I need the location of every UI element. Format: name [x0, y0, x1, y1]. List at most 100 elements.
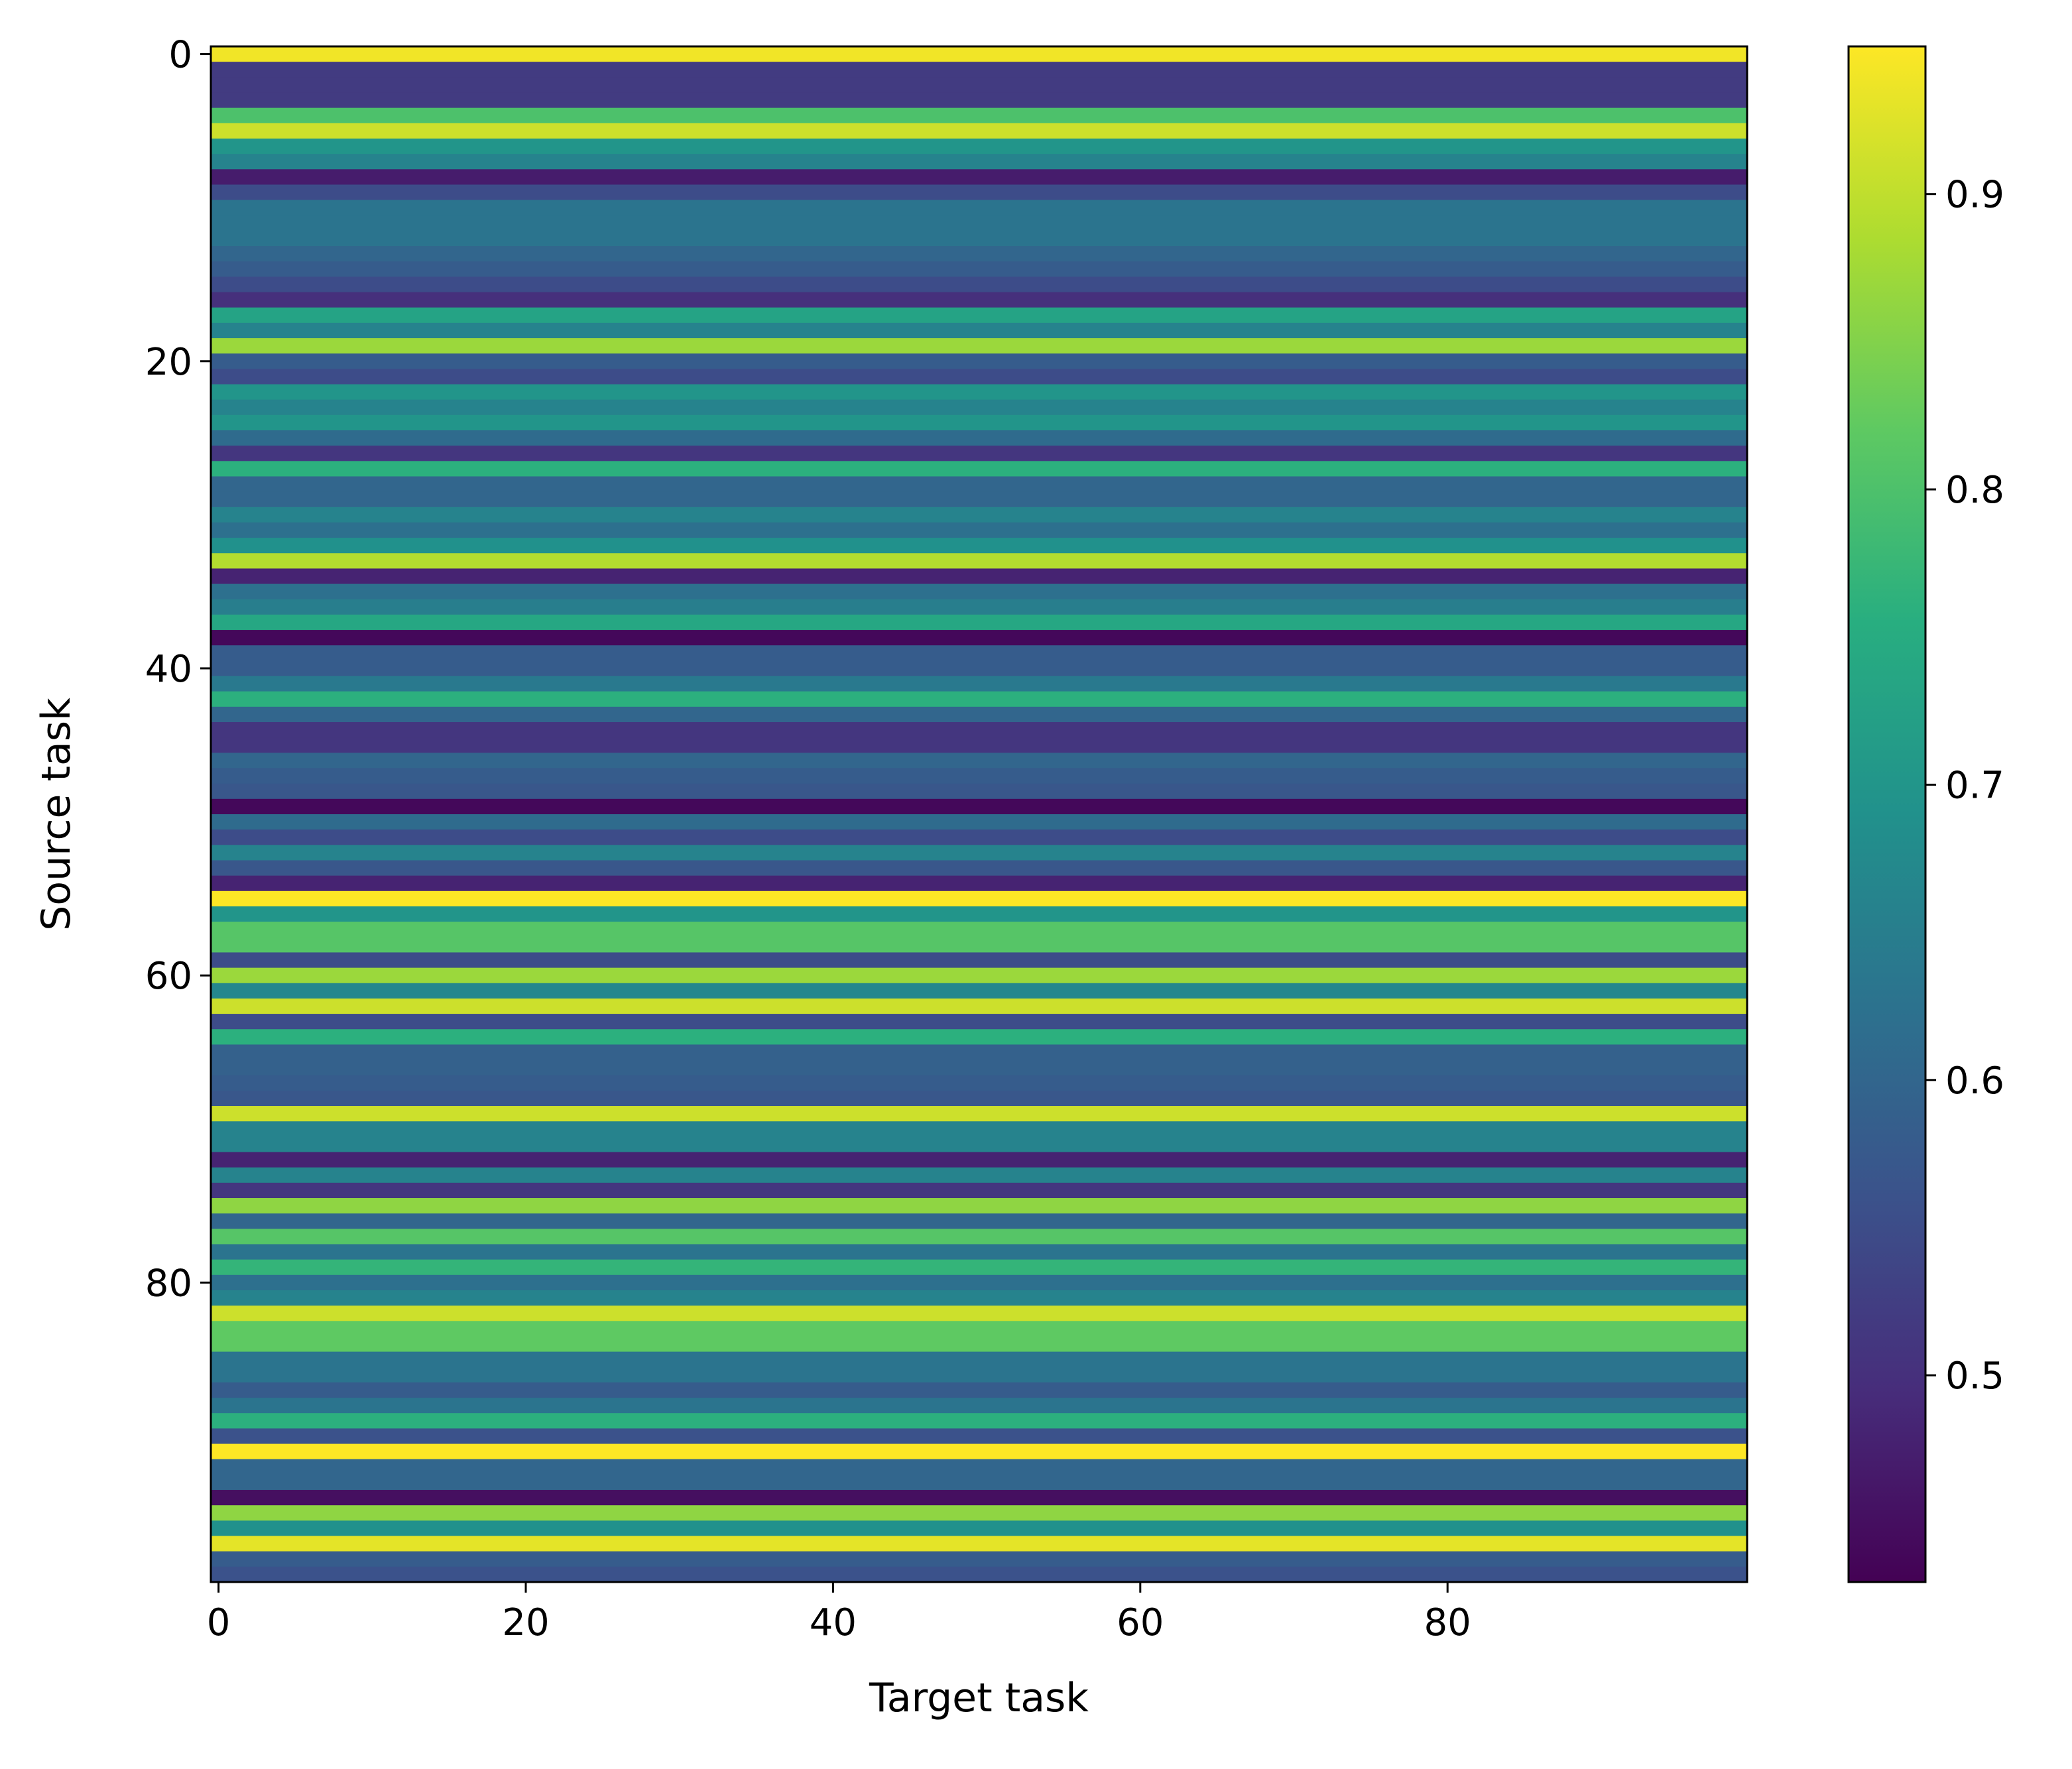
- heatmap-row-51: [211, 829, 1747, 845]
- x-axis-ticks: 0 20 40 60 80: [207, 1582, 1471, 1644]
- heatmap-row-64: [211, 1029, 1747, 1045]
- heatmap-row-52: [211, 845, 1747, 861]
- heatmap-row-9: [211, 184, 1747, 201]
- y-tick-label: 0: [168, 34, 192, 77]
- heatmap-row-62: [211, 998, 1747, 1014]
- x-tick-label: 0: [207, 1601, 231, 1644]
- heatmap-row-66: [211, 1060, 1747, 1076]
- y-tick-label: 20: [145, 341, 192, 384]
- heatmap-row-13: [211, 246, 1747, 262]
- y-axis-label: Source task: [33, 698, 80, 931]
- heatmap-row-82: [211, 1306, 1747, 1321]
- heatmap-row-31: [211, 522, 1747, 538]
- plot-frame: [210, 45, 1748, 1583]
- x-tick-label: 20: [502, 1601, 549, 1644]
- heatmap-row-8: [211, 169, 1747, 186]
- heatmap-row-1: [211, 62, 1747, 78]
- heatmap-row-74: [211, 1182, 1747, 1199]
- heatmap-row-45: [211, 737, 1747, 753]
- heatmap-row-6: [211, 138, 1747, 154]
- heatmap-row-88: [211, 1398, 1747, 1414]
- colorbar-ticks: 0.5 0.6 0.7 0.8 0.9: [1925, 174, 2004, 1398]
- heatmap-row-84: [211, 1336, 1747, 1353]
- heatmap-row-18: [211, 322, 1747, 339]
- heatmap-row-98: [211, 1551, 1747, 1567]
- heatmap-row-21: [211, 369, 1747, 385]
- heatmap-row-73: [211, 1167, 1747, 1184]
- heatmap-row-58: [211, 937, 1747, 953]
- colorbar: [1847, 45, 1927, 1583]
- heatmap-row-78: [211, 1244, 1747, 1260]
- y-tick-label: 60: [145, 955, 192, 998]
- heatmap-row-57: [211, 922, 1747, 938]
- heatmap-row-95: [211, 1505, 1747, 1521]
- heatmap-row-40: [211, 660, 1747, 677]
- heatmap-row-5: [211, 123, 1747, 139]
- heatmap-row-35: [211, 583, 1747, 600]
- heatmap-row-96: [211, 1520, 1747, 1537]
- heatmap-row-77: [211, 1229, 1747, 1245]
- heatmap-cells: [211, 46, 1747, 1583]
- heatmap-row-75: [211, 1198, 1747, 1214]
- heatmap-row-61: [211, 983, 1747, 999]
- heatmap-row-56: [211, 906, 1747, 922]
- heatmap-row-59: [211, 952, 1747, 969]
- heatmap-row-23: [211, 399, 1747, 416]
- heatmap-row-4: [211, 107, 1747, 124]
- heatmap-row-91: [211, 1443, 1747, 1460]
- heatmap-row-39: [211, 645, 1747, 661]
- heatmap-row-94: [211, 1490, 1747, 1506]
- heatmap-row-28: [211, 476, 1747, 493]
- heatmap-row-81: [211, 1290, 1747, 1306]
- heatmap-row-24: [211, 414, 1747, 431]
- heatmap-row-3: [211, 92, 1747, 109]
- heatmap-row-92: [211, 1459, 1747, 1475]
- heatmap-row-47: [211, 768, 1747, 784]
- heatmap-row-54: [211, 875, 1747, 892]
- heatmap-row-22: [211, 384, 1747, 400]
- heatmap-row-0: [211, 46, 1747, 62]
- heatmap-row-49: [211, 798, 1747, 815]
- heatmap-row-12: [211, 230, 1747, 247]
- heatmap-row-36: [211, 599, 1747, 615]
- heatmap-row-37: [211, 614, 1747, 631]
- heatmap-row-43: [211, 706, 1747, 723]
- y-axis-ticks: 0 20 40 60 80: [145, 34, 211, 1305]
- x-axis-label: Target task: [869, 1675, 1089, 1721]
- heatmap-row-2: [211, 77, 1747, 93]
- heatmap-row-34: [211, 568, 1747, 585]
- heatmap-row-53: [211, 860, 1747, 877]
- heatmap-row-33: [211, 553, 1747, 570]
- heatmap-row-19: [211, 338, 1747, 354]
- y-tick-label: 40: [145, 648, 192, 691]
- heatmap-row-63: [211, 1014, 1747, 1030]
- heatmap-row-90: [211, 1428, 1747, 1445]
- heatmap-row-99: [211, 1566, 1747, 1583]
- heatmap-row-15: [211, 276, 1747, 293]
- heatmap-row-10: [211, 200, 1747, 216]
- heatmap-row-93: [211, 1474, 1747, 1491]
- colorbar-tick-label: 0.7: [1945, 764, 2004, 807]
- heatmap-row-69: [211, 1106, 1747, 1122]
- heatmap-row-42: [211, 691, 1747, 707]
- heatmap-row-44: [211, 722, 1747, 738]
- heatmap-row-97: [211, 1536, 1747, 1552]
- heatmap-row-71: [211, 1136, 1747, 1153]
- colorbar-tick-label: 0.5: [1945, 1355, 2004, 1398]
- colorbar-tick-label: 0.6: [1945, 1060, 2004, 1103]
- heatmap-row-27: [211, 461, 1747, 477]
- y-tick-label: 80: [145, 1262, 192, 1305]
- heatmap-row-50: [211, 814, 1747, 830]
- heatmap-row-79: [211, 1259, 1747, 1276]
- heatmap-row-11: [211, 215, 1747, 231]
- x-tick-label: 40: [810, 1601, 857, 1644]
- colorbar-tick-label: 0.8: [1945, 469, 2004, 512]
- heatmap-row-65: [211, 1044, 1747, 1061]
- heatmap-row-20: [211, 353, 1747, 369]
- heatmap-row-83: [211, 1321, 1747, 1337]
- heatmap-row-16: [211, 292, 1747, 308]
- heatmap-row-30: [211, 507, 1747, 523]
- heatmap-row-17: [211, 307, 1747, 324]
- heatmap-row-14: [211, 261, 1747, 277]
